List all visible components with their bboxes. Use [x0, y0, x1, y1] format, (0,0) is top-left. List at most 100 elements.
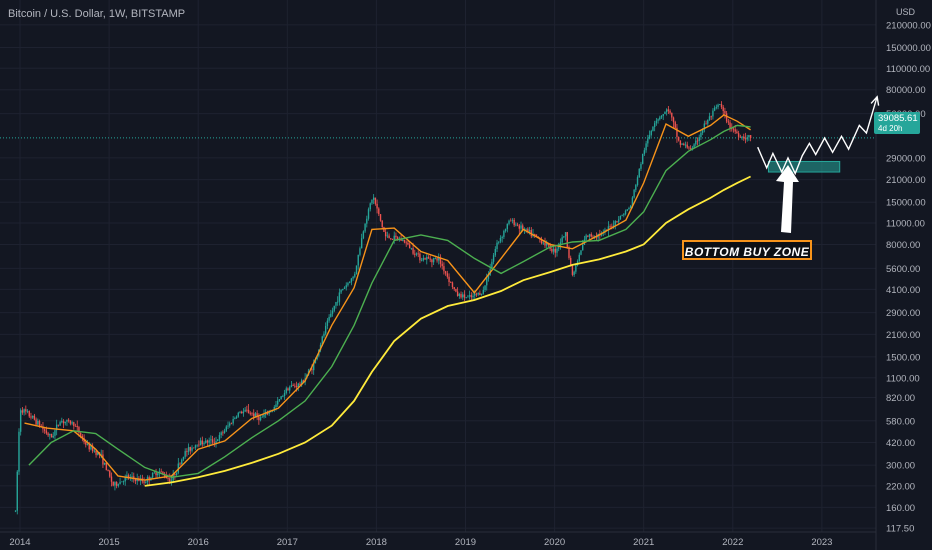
candle-body [448, 276, 450, 283]
candle-body [621, 215, 623, 217]
candle-body [220, 432, 222, 435]
candle-body [112, 481, 114, 486]
candle-body [667, 109, 670, 111]
candle-body [167, 478, 169, 480]
candle-body [749, 135, 752, 139]
candle-body [355, 265, 358, 274]
candle-body [395, 235, 397, 238]
candle-body [67, 419, 70, 421]
candle-body [256, 413, 258, 417]
candle-body [455, 289, 457, 292]
candle-body [21, 410, 24, 413]
candle-body [674, 122, 676, 128]
candle-body [311, 369, 313, 371]
candle-body [290, 385, 293, 388]
candle-body [679, 140, 682, 145]
y-tick-label: 210000.00 [886, 20, 931, 31]
candle-body [263, 414, 265, 417]
x-tick-label: 2016 [188, 537, 209, 548]
candle-body [415, 253, 418, 255]
candle-body [431, 259, 433, 263]
candle-body [561, 237, 563, 243]
x-tick-label: 2022 [722, 537, 743, 548]
candle-body [198, 444, 200, 446]
candle-body [189, 447, 192, 451]
candle-body [261, 416, 263, 418]
candle-body [343, 287, 346, 289]
candle-body [520, 225, 522, 229]
candle-body [443, 266, 445, 272]
candle-body [31, 415, 34, 418]
candle-body [467, 296, 469, 298]
candle-body [578, 254, 580, 262]
candle-body [136, 478, 138, 482]
candle-body [259, 417, 262, 421]
candle-body [88, 444, 90, 450]
candle-body [360, 238, 363, 249]
candle-body [698, 137, 700, 142]
candle-body [345, 285, 347, 288]
candle-body [170, 480, 173, 482]
candle-body [465, 297, 467, 298]
candle-body [213, 442, 216, 444]
candle-body [239, 411, 241, 413]
moving-average-line [28, 124, 751, 479]
candle-body [688, 147, 690, 149]
candle-body [515, 224, 517, 226]
candle-body [566, 232, 568, 248]
candle-body [35, 419, 37, 425]
candle-body [381, 220, 383, 227]
candle-body [441, 263, 443, 267]
candle-body [513, 219, 515, 226]
candle-body [354, 273, 356, 277]
candle-body [638, 168, 640, 178]
candle-body [282, 396, 284, 397]
candle-body [503, 231, 505, 237]
candle-body [215, 441, 217, 444]
x-tick-label: 2018 [366, 537, 387, 548]
plot-area [0, 0, 876, 532]
candle-body [297, 383, 299, 388]
candle-body [54, 430, 56, 436]
candle-body [37, 420, 39, 425]
candle-body [247, 409, 250, 414]
candle-body [95, 450, 97, 455]
candle-body [612, 225, 615, 227]
candle-body [660, 115, 663, 118]
candle-body [179, 463, 181, 465]
y-tick-label: 220.00 [886, 481, 915, 492]
candle-body [626, 209, 628, 211]
y-tick-label: 4100.00 [886, 285, 920, 296]
moving-average-line [144, 175, 751, 487]
candle-body [444, 271, 447, 274]
candle-body [410, 248, 413, 249]
candle-body [695, 140, 697, 145]
candle-body [676, 127, 678, 137]
y-tick-label: 160.00 [886, 503, 915, 514]
candle-body [593, 236, 596, 237]
candle-body [484, 285, 486, 290]
candle-body [491, 261, 493, 269]
candle-body [439, 257, 442, 264]
candle-body [438, 257, 440, 261]
candle-body [30, 416, 32, 418]
candle-body [570, 257, 572, 266]
candle-body [522, 225, 524, 231]
candle-body [283, 393, 286, 397]
candle-body [534, 234, 536, 235]
y-tick-label: 21000.00 [886, 175, 926, 186]
y-tick-label: 300.00 [886, 461, 915, 472]
candle-body [629, 205, 632, 209]
candle-body [74, 425, 77, 427]
candle-body [628, 208, 630, 210]
candle-body [206, 440, 209, 443]
candle-body [379, 214, 382, 221]
candle-body [342, 288, 344, 290]
candle-body [640, 163, 642, 169]
x-tick-label: 2019 [455, 537, 476, 548]
candle-body [295, 386, 298, 388]
candle-body [712, 110, 714, 117]
candle-body [635, 185, 637, 190]
